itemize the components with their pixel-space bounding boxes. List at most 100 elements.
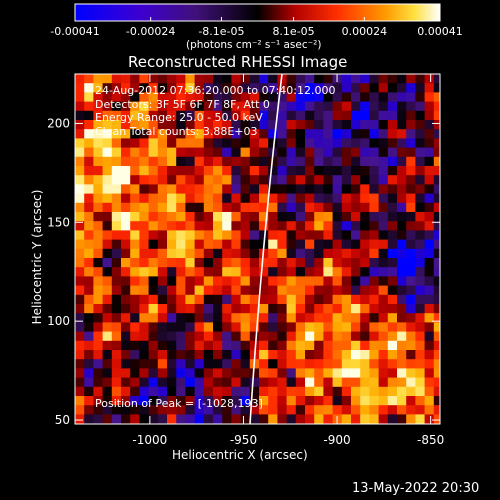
image-pixel bbox=[406, 92, 416, 103]
image-pixel bbox=[277, 83, 288, 93]
image-pixel bbox=[130, 276, 140, 287]
image-pixel bbox=[240, 405, 251, 415]
colorbar-tick-label: 0.00024 bbox=[342, 25, 388, 38]
image-pixel bbox=[231, 276, 242, 287]
image-pixel bbox=[424, 83, 435, 93]
image-pixel bbox=[213, 212, 223, 222]
image-pixel bbox=[360, 294, 370, 305]
image-pixel bbox=[305, 92, 315, 103]
colorbar-tick-label: -8.1e-05 bbox=[198, 25, 244, 38]
image-pixel bbox=[268, 156, 278, 167]
image-pixel bbox=[424, 396, 435, 406]
image-pixel bbox=[240, 202, 251, 213]
image-pixel bbox=[314, 423, 324, 424]
image-pixel bbox=[102, 331, 113, 342]
image-pixel bbox=[360, 92, 370, 103]
image-pixel bbox=[194, 101, 205, 112]
image-pixel bbox=[323, 110, 334, 121]
image-pixel bbox=[341, 276, 352, 287]
colorbar-units-label: (photons cm⁻² s⁻¹ asec⁻²) bbox=[186, 39, 322, 51]
image-pixel bbox=[240, 350, 251, 360]
image-pixel bbox=[84, 110, 94, 121]
image-pixel bbox=[194, 331, 205, 342]
image-pixel bbox=[121, 221, 131, 231]
image-pixel bbox=[277, 212, 288, 222]
image-pixel bbox=[240, 230, 251, 241]
image-pixel bbox=[167, 304, 177, 314]
image-pixel bbox=[433, 74, 440, 84]
image-pixel bbox=[433, 294, 440, 305]
image-pixel bbox=[222, 239, 232, 250]
image-pixel bbox=[185, 359, 196, 369]
image-pixel bbox=[102, 83, 113, 93]
image-pixel bbox=[295, 110, 306, 121]
image-pixel bbox=[222, 175, 232, 185]
image-pixel bbox=[102, 294, 113, 305]
image-pixel bbox=[111, 147, 122, 158]
colorbar-tick-label: -0.00024 bbox=[126, 25, 175, 38]
image-pixel bbox=[268, 212, 278, 222]
image-pixel bbox=[433, 175, 440, 185]
image-pixel bbox=[231, 239, 242, 250]
image-pixel bbox=[213, 368, 223, 379]
image-pixel bbox=[305, 230, 315, 241]
image-pixel bbox=[286, 423, 297, 424]
image-pixel bbox=[305, 304, 315, 314]
image-pixel bbox=[222, 230, 232, 241]
image-pixel bbox=[222, 258, 232, 268]
image-pixel bbox=[314, 350, 324, 360]
image-pixel bbox=[148, 377, 159, 388]
image-pixel bbox=[415, 396, 426, 406]
image-pixel bbox=[424, 239, 435, 250]
image-pixel bbox=[433, 304, 440, 314]
image-pixel bbox=[222, 350, 232, 360]
image-pixel bbox=[378, 331, 389, 342]
image-pixel bbox=[84, 193, 94, 204]
image-pixel bbox=[314, 175, 324, 185]
image-pixel bbox=[139, 414, 150, 424]
image-pixel bbox=[84, 414, 94, 424]
image-pixel bbox=[249, 276, 260, 287]
image-pixel bbox=[406, 83, 416, 93]
image-pixel bbox=[231, 138, 242, 149]
image-pixel bbox=[148, 396, 159, 406]
image-pixel bbox=[75, 276, 85, 287]
image-pixel bbox=[397, 276, 407, 287]
image-pixel bbox=[406, 414, 416, 424]
image-pixel bbox=[295, 239, 306, 250]
image-pixel bbox=[332, 423, 343, 424]
image-pixel bbox=[424, 377, 435, 388]
image-pixel bbox=[433, 230, 440, 241]
image-pixel bbox=[259, 230, 269, 241]
image-pixel bbox=[424, 331, 435, 342]
image-pixel bbox=[268, 258, 278, 268]
image-pixel bbox=[185, 294, 196, 305]
image-pixel bbox=[415, 184, 426, 195]
image-pixel bbox=[240, 83, 251, 93]
image-pixel bbox=[341, 239, 352, 250]
image-pixel bbox=[157, 405, 168, 415]
image-pixel bbox=[139, 83, 150, 93]
image-pixel bbox=[323, 368, 334, 379]
image-pixel bbox=[240, 129, 251, 139]
image-pixel bbox=[148, 386, 159, 397]
image-pixel bbox=[111, 230, 122, 241]
image-pixel bbox=[203, 414, 214, 424]
image-pixel bbox=[268, 322, 278, 333]
image-pixel bbox=[157, 313, 168, 323]
image-pixel bbox=[341, 386, 352, 397]
image-pixel bbox=[369, 294, 380, 305]
image-pixel bbox=[194, 184, 205, 195]
image-pixel bbox=[268, 405, 278, 415]
image-pixel bbox=[360, 248, 370, 259]
image-pixel bbox=[111, 184, 122, 195]
image-pixel bbox=[397, 331, 407, 342]
info-time-range: 24-Aug-2012 07:36:20.000 to 07:40:12.000 bbox=[95, 84, 336, 97]
image-pixel bbox=[157, 175, 168, 185]
image-pixel bbox=[157, 294, 168, 305]
image-pixel bbox=[351, 331, 361, 342]
image-pixel bbox=[139, 322, 150, 333]
image-pixel bbox=[387, 101, 398, 112]
image-pixel bbox=[139, 386, 150, 397]
image-pixel bbox=[148, 202, 159, 213]
